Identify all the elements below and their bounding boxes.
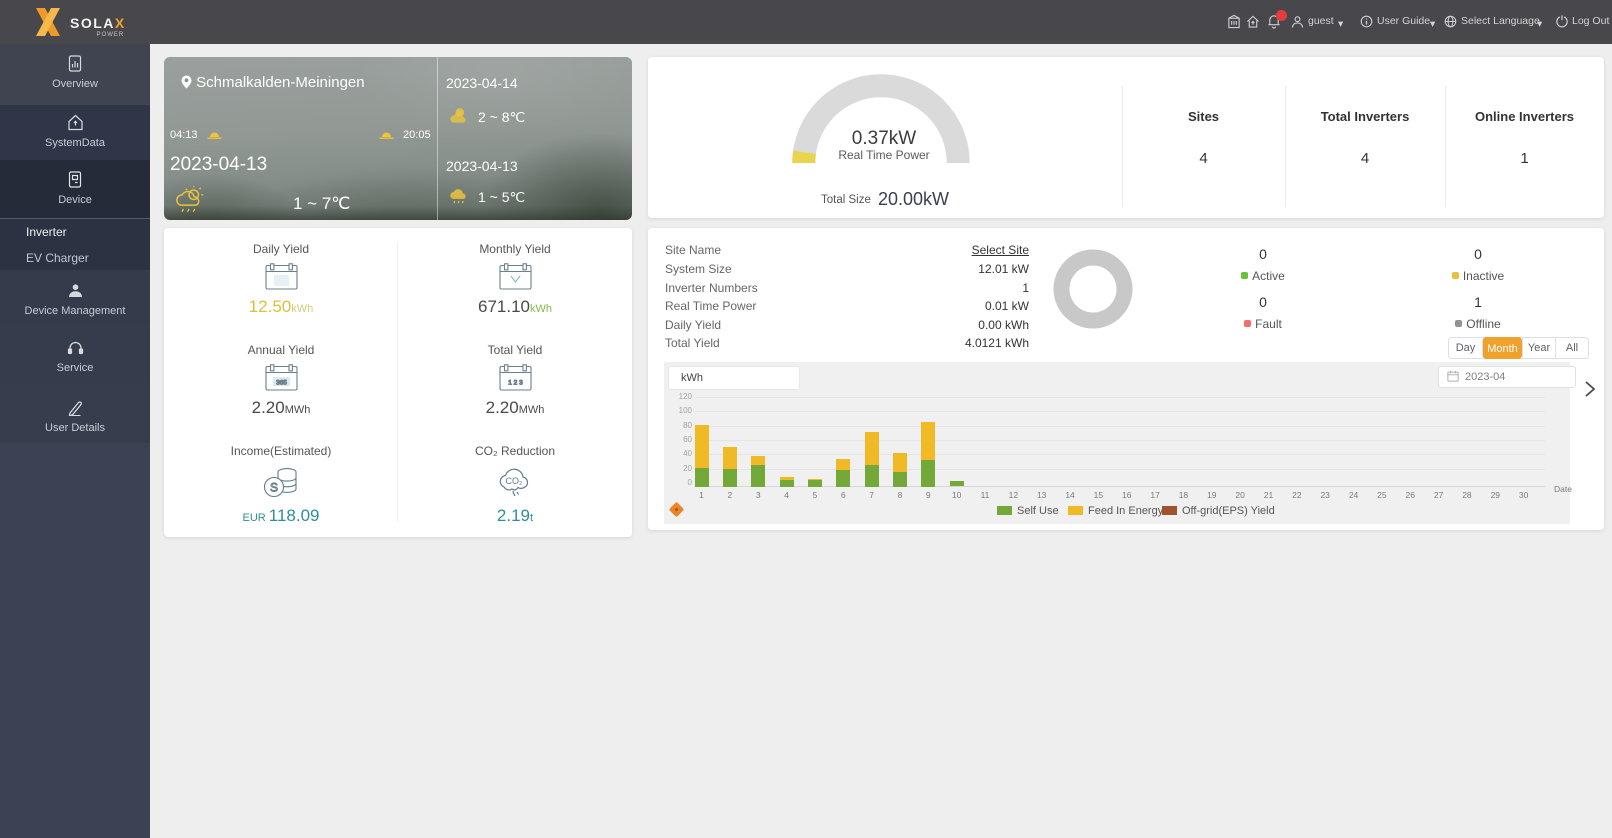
svg-text:365: 365 bbox=[276, 380, 287, 387]
svg-text:1 2 3: 1 2 3 bbox=[508, 380, 523, 387]
svg-text:CO₂: CO₂ bbox=[506, 476, 524, 486]
svg-text:S: S bbox=[270, 481, 278, 495]
